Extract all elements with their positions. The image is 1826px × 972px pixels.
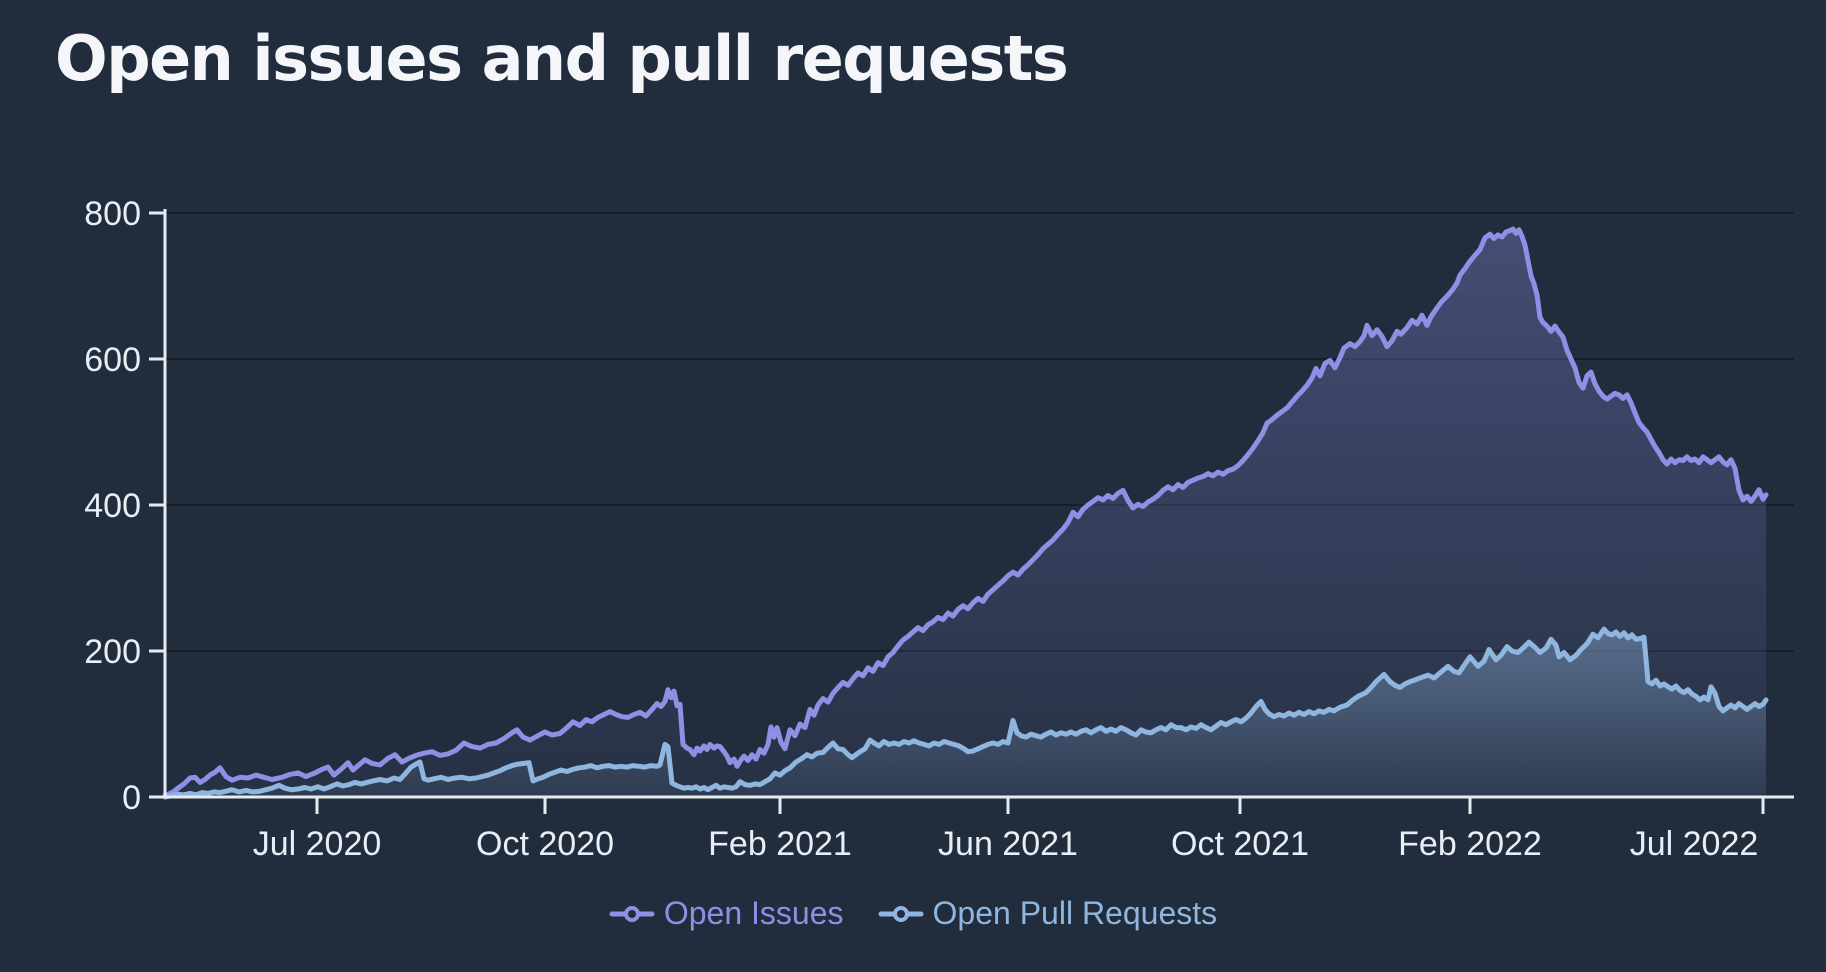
x-tick-label: Jul 2022: [1630, 825, 1759, 863]
chart-legend: Open Issues Open Pull Requests: [0, 895, 1826, 932]
x-tick-label: Oct 2021: [1171, 825, 1309, 863]
legend-label: Open Issues: [663, 895, 844, 931]
legend-item-open-issues[interactable]: Open Issues: [609, 895, 844, 932]
axes: [163, 209, 1794, 799]
x-tick-label: Feb 2021: [708, 825, 852, 863]
x-tick-label: Jun 2021: [938, 825, 1078, 863]
y-tick-label-600: 600: [84, 341, 141, 379]
x-tick-label: Jul 2020: [253, 825, 382, 863]
open-pull-requests-area: [165, 629, 1766, 797]
legend-item-open-pull-requests[interactable]: Open Pull Requests: [878, 895, 1218, 932]
open-pull-requests-legend-marker-icon: [878, 905, 924, 922]
y-tick-label-800: 800: [84, 195, 141, 233]
legend-label: Open Pull Requests: [932, 895, 1218, 931]
chart-title: Open issues and pull requests: [55, 22, 1069, 95]
x-tick-label: Feb 2022: [1398, 825, 1542, 863]
y-tick-label-0: 0: [122, 779, 141, 817]
y-tick-label-200: 200: [84, 633, 141, 671]
open-pull-requests-line[interactable]: [162, 626, 1769, 800]
open-issues-line[interactable]: [162, 226, 1769, 798]
open-issues-legend-marker-icon: [609, 905, 655, 922]
open-issues-area: [165, 229, 1766, 798]
y-tick-label-400: 400: [84, 487, 141, 525]
x-axis-ticks: Jul 2020 Oct 2020 Feb 2021 Jun 2021 Oct 2021…: [253, 797, 1765, 863]
x-tick-label: Oct 2020: [476, 825, 614, 863]
y-axis-ticks: 0 200 400 600 800: [84, 195, 165, 817]
